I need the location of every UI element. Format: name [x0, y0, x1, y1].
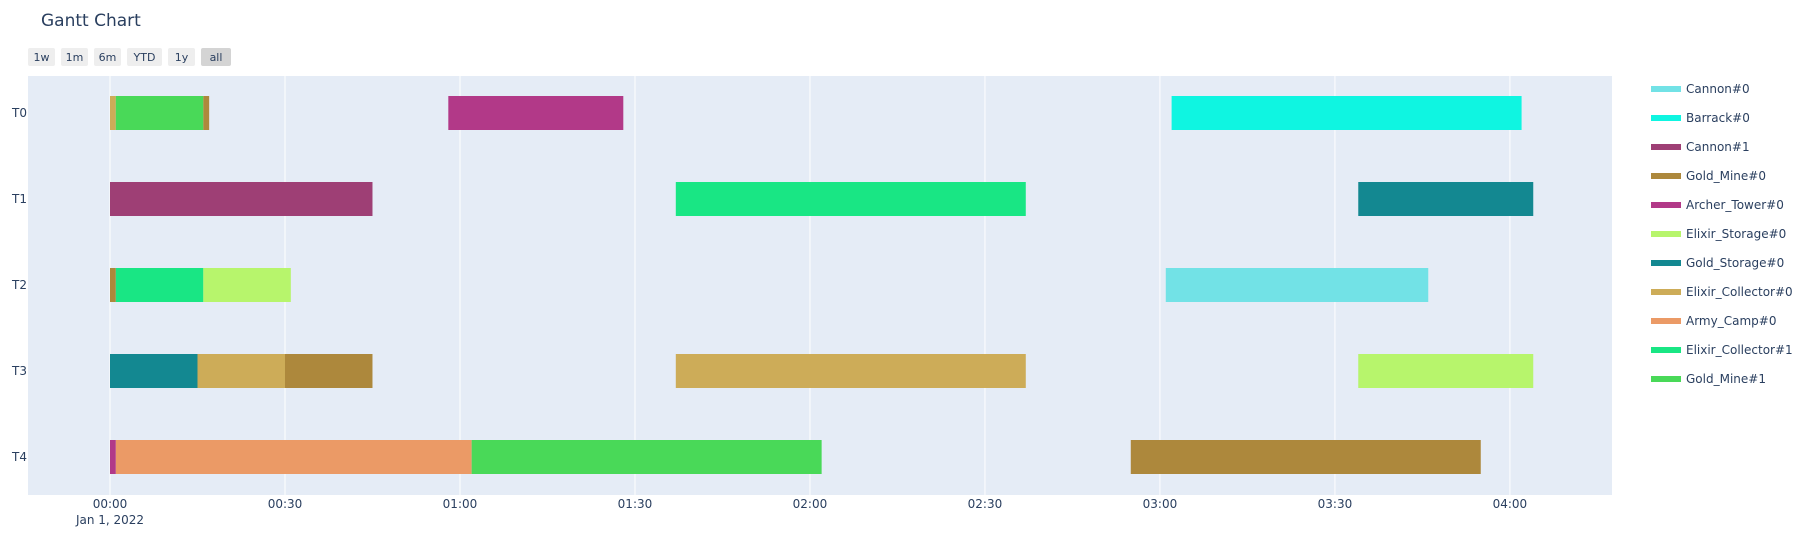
task-bar[interactable] — [115, 440, 472, 474]
y-tick-label: T3 — [11, 364, 27, 378]
legend-label: Gold_Mine#0 — [1686, 169, 1766, 183]
svg-text:1y: 1y — [175, 51, 189, 64]
y-tick-label: T0 — [11, 106, 27, 120]
y-tick-label: T1 — [11, 192, 27, 206]
task-bar[interactable] — [448, 96, 624, 130]
task-bar[interactable] — [110, 96, 116, 130]
x-tick-label: 03:30 — [1318, 497, 1353, 511]
x-axis: 00:00 Jan 1, 2022 00:30 01:00 01:30 02:00 02:3… — [75, 497, 1527, 527]
x-tick-label: 02:30 — [968, 497, 1003, 511]
legend-swatch — [1651, 260, 1681, 266]
legend-label: Elixir_Collector#1 — [1686, 343, 1793, 357]
legend-item[interactable]: Elixir_Collector#0 — [1651, 285, 1793, 299]
legend-item[interactable]: Archer_Tower#0 — [1651, 198, 1784, 212]
legend-label: Gold_Storage#0 — [1686, 256, 1784, 270]
legend-swatch — [1651, 318, 1681, 324]
legend-label: Archer_Tower#0 — [1686, 198, 1784, 212]
task-bars — [110, 96, 1534, 474]
legend-label: Army_Camp#0 — [1686, 314, 1776, 328]
task-bar[interactable] — [110, 354, 198, 388]
task-bar[interactable] — [284, 354, 373, 388]
task-bar[interactable] — [110, 268, 116, 302]
legend-label: Cannon#1 — [1686, 140, 1750, 154]
range-button-1y[interactable]: 1y — [168, 48, 195, 66]
legend-swatch — [1651, 289, 1681, 295]
legend-item[interactable]: Cannon#1 — [1651, 140, 1750, 154]
x-tick-label: 03:00 — [1143, 497, 1178, 511]
task-bar[interactable] — [471, 440, 822, 474]
legend-swatch — [1651, 115, 1681, 121]
legend-item[interactable]: Barrack#0 — [1651, 111, 1750, 125]
legend-item[interactable]: Cannon#0 — [1651, 82, 1750, 96]
range-button-6m[interactable]: 6m — [94, 48, 121, 66]
task-bar[interactable] — [675, 182, 1026, 216]
legend-swatch — [1651, 202, 1681, 208]
legend-swatch — [1651, 231, 1681, 237]
legend-label: Cannon#0 — [1686, 82, 1750, 96]
task-bar[interactable] — [1358, 182, 1534, 216]
x-tick-label: 00:30 — [268, 497, 303, 511]
y-tick-label: T4 — [11, 450, 27, 464]
task-bar[interactable] — [675, 354, 1026, 388]
legend-label: Gold_Mine#1 — [1686, 372, 1766, 386]
x-tick-label: 02:00 — [793, 497, 828, 511]
range-button-1w[interactable]: 1w — [28, 48, 55, 66]
task-bar[interactable] — [110, 440, 116, 474]
legend: Cannon#0 Barrack#0 Cannon#1 Gold_Mine#0 Arch… — [1651, 82, 1793, 386]
legend-item[interactable]: Gold_Mine#0 — [1651, 169, 1766, 183]
legend-swatch — [1651, 144, 1681, 150]
svg-text:YTD: YTD — [133, 51, 156, 64]
x-tick-label: 01:00 — [443, 497, 478, 511]
task-bar[interactable] — [203, 96, 210, 130]
x-tick-sublabel: Jan 1, 2022 — [75, 513, 144, 527]
legend-swatch — [1651, 86, 1681, 92]
task-bar[interactable] — [115, 96, 204, 130]
task-bar[interactable] — [1130, 440, 1481, 474]
range-button-ytd[interactable]: YTD — [127, 48, 162, 66]
legend-item[interactable]: Elixir_Collector#1 — [1651, 343, 1793, 357]
range-selector: 1w 1m 6m YTD 1y all — [28, 48, 231, 66]
task-bar[interactable] — [110, 182, 373, 216]
legend-item[interactable]: Army_Camp#0 — [1651, 314, 1776, 328]
legend-swatch — [1651, 376, 1681, 382]
x-tick-label: 00:00 — [93, 497, 128, 511]
task-bar[interactable] — [1171, 96, 1522, 130]
legend-label: Elixir_Collector#0 — [1686, 285, 1793, 299]
range-button-1m[interactable]: 1m — [61, 48, 88, 66]
legend-item[interactable]: Gold_Storage#0 — [1651, 256, 1784, 270]
chart-title: Gantt Chart — [41, 11, 141, 31]
svg-text:all: all — [210, 51, 223, 64]
task-bar[interactable] — [1358, 354, 1534, 388]
legend-item[interactable]: Gold_Mine#1 — [1651, 372, 1766, 386]
svg-text:1w: 1w — [34, 51, 50, 64]
task-bar[interactable] — [115, 268, 204, 302]
legend-item[interactable]: Elixir_Storage#0 — [1651, 227, 1786, 241]
task-bar[interactable] — [197, 354, 285, 388]
y-axis: T0 T1 T2 T3 T4 — [11, 106, 27, 464]
legend-swatch — [1651, 347, 1681, 353]
svg-text:1m: 1m — [66, 51, 84, 64]
x-tick-label: 01:30 — [618, 497, 653, 511]
legend-swatch — [1651, 173, 1681, 179]
task-bar[interactable] — [203, 268, 291, 302]
legend-label: Barrack#0 — [1686, 111, 1750, 125]
range-button-all[interactable]: all — [201, 48, 231, 66]
task-bar[interactable] — [1165, 268, 1429, 302]
x-tick-label: 04:00 — [1493, 497, 1528, 511]
y-tick-label: T2 — [11, 278, 27, 292]
svg-text:6m: 6m — [99, 51, 117, 64]
legend-label: Elixir_Storage#0 — [1686, 227, 1786, 241]
